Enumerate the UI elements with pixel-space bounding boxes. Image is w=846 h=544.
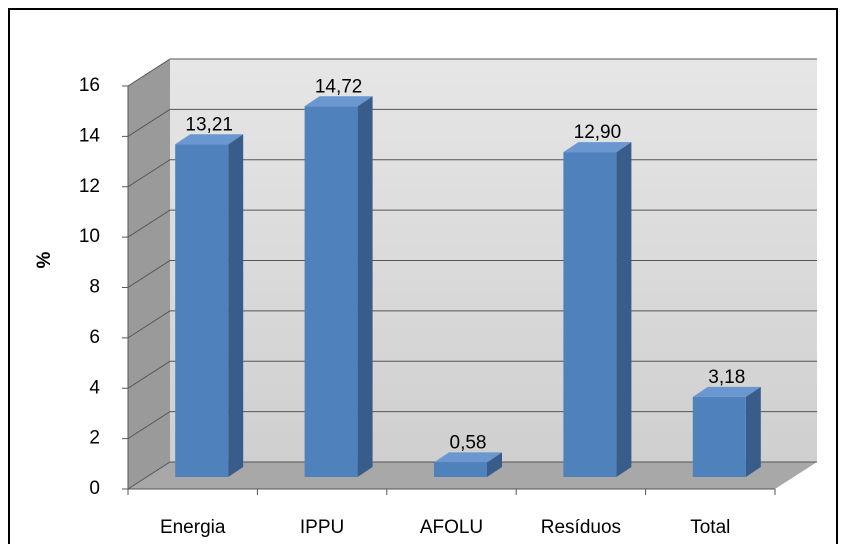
y-tick-label: 6 [89,327,100,348]
bar-front [692,396,746,477]
bar-side [487,452,502,477]
y-tick-label: 2 [89,428,100,449]
bar-top [434,452,502,463]
bar [304,96,373,478]
bar-front [563,152,617,478]
y-tick-label: 12 [79,176,100,197]
y-tick-label: 16 [79,75,100,96]
bar [692,386,761,477]
grid-line [127,58,817,87]
x-tick-label: Total [690,517,730,538]
bar [434,452,502,477]
bar-top [304,96,373,107]
data-label: 0,58 [450,432,487,453]
bar-top [692,386,761,397]
bar [175,134,244,477]
x-tick-label: AFOLU [420,517,483,538]
bar-side [745,386,761,477]
y-tick-label: 14 [79,125,101,146]
bar-side [228,134,244,477]
data-label: 3,18 [708,367,745,388]
bar-front [304,106,358,478]
data-label: 12,90 [574,122,622,143]
y-tick-label: 10 [79,226,100,247]
bar-side [616,142,632,478]
bar-top [563,142,632,153]
y-axis-label: % [34,251,55,268]
bar-top [175,134,244,145]
bar-front [175,144,229,477]
bar [563,142,632,478]
x-tick-label: Energia [160,517,226,538]
y-tick-label: 4 [89,377,100,398]
x-tick-label: IPPU [300,517,344,538]
y-tick-label: 8 [89,277,100,298]
bar-front [434,462,487,477]
x-tick-label: Resíduos [541,517,621,538]
data-label: 14,72 [315,76,363,97]
y-tick-label: 0 [89,478,100,499]
grid-line [127,108,817,137]
data-label: 13,21 [185,114,233,135]
bar-side [357,96,373,478]
